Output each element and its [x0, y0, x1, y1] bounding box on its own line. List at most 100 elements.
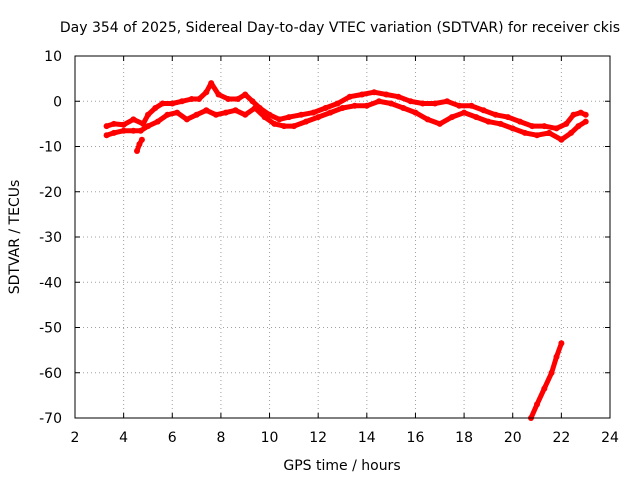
data-point [286, 114, 292, 121]
data-point [346, 93, 353, 100]
data-point [448, 114, 455, 121]
data-point [400, 105, 407, 111]
data-point [315, 114, 322, 121]
data-point [159, 100, 166, 107]
y-tick-label: 0 [53, 94, 62, 110]
data-point [298, 111, 305, 118]
y-tick-label: -50 [39, 321, 62, 337]
data-point [534, 132, 540, 139]
data-point [169, 100, 176, 107]
data-point [120, 127, 127, 134]
data-point [152, 105, 159, 111]
data-point [334, 100, 341, 107]
series-segment-21h [528, 340, 565, 421]
data-point [281, 123, 288, 130]
data-point [188, 96, 195, 102]
data-point [570, 111, 577, 118]
y-tick-label: -20 [39, 185, 62, 201]
data-point [130, 127, 137, 134]
axes: 2 4 6 8 10 12 14 16 18 20 22 24100-10-20-30-40-50-6… [39, 49, 619, 446]
data-point [252, 105, 258, 111]
data-point [134, 148, 140, 154]
data-point [568, 129, 575, 136]
series-segment-4.6h [134, 136, 145, 154]
data-point [266, 111, 273, 118]
x-tick-label: 6 [168, 430, 177, 446]
data-point [276, 116, 283, 123]
data-point [529, 123, 536, 130]
data-point [582, 111, 589, 118]
data-point [110, 120, 117, 127]
data-point [249, 98, 256, 105]
data-point [179, 98, 185, 105]
x-tick-label: 10 [261, 430, 279, 446]
data-point [174, 109, 181, 116]
data-point [521, 129, 528, 136]
data-point [485, 118, 492, 125]
data-point [359, 91, 365, 98]
data-point [517, 118, 523, 125]
data-point [290, 123, 297, 130]
series-line [104, 98, 589, 143]
data-point [222, 109, 229, 116]
x-tick-label: 8 [216, 430, 225, 446]
data-point [582, 118, 589, 125]
x-tick-label: 20 [504, 430, 522, 446]
data-point [534, 401, 540, 408]
data-point [509, 125, 516, 132]
data-point [120, 121, 127, 128]
data-point [103, 123, 110, 130]
data-point [110, 129, 117, 136]
data-point [130, 116, 137, 123]
x-tick-label: 14 [358, 430, 376, 446]
data-point [339, 105, 346, 111]
x-tick-label: 22 [552, 430, 570, 446]
data-point [461, 109, 468, 116]
data-point [424, 116, 431, 123]
chart-title: Day 354 of 2025, Sidereal Day-to-day VTE… [60, 20, 620, 36]
data-point [431, 100, 438, 107]
data-point [412, 109, 419, 116]
data-point [363, 102, 370, 109]
data-point [164, 111, 171, 118]
data-point [351, 102, 358, 109]
data-point [541, 385, 548, 392]
x-tick-label: 24 [601, 430, 619, 446]
data-point [558, 340, 565, 347]
data-point [444, 98, 451, 105]
data-point [137, 127, 144, 134]
data-point [271, 120, 278, 127]
series-main-lower [103, 98, 589, 143]
data-point [203, 89, 210, 96]
y-tick-label: -10 [39, 140, 62, 156]
data-point [558, 136, 565, 143]
y-tick-label: -30 [39, 230, 62, 246]
x-axis-label: GPS time / hours [283, 458, 400, 474]
data-point [419, 100, 426, 107]
data-point [232, 107, 239, 114]
data-point [183, 116, 190, 123]
x-tick-label: 12 [309, 430, 327, 446]
data-point [225, 96, 232, 102]
data-point [548, 369, 555, 376]
y-tick-label: -70 [39, 411, 62, 427]
series-main-upper [103, 80, 589, 132]
data-point [492, 111, 499, 118]
data-point [203, 107, 210, 114]
data-point [577, 109, 584, 116]
data-point [145, 123, 151, 130]
y-tick-label: -40 [39, 275, 62, 291]
x-tick-label: 2 [71, 430, 80, 446]
data-point [395, 93, 402, 100]
data-point [310, 109, 317, 116]
data-point [456, 102, 463, 109]
data-point [504, 114, 511, 121]
y-tick-label: -60 [39, 366, 62, 382]
data-point [103, 132, 110, 139]
data-point [138, 136, 145, 143]
data-point [261, 114, 268, 121]
data-point [303, 118, 309, 125]
data-series [103, 80, 589, 421]
data-point [436, 120, 443, 127]
data-point [242, 111, 249, 118]
